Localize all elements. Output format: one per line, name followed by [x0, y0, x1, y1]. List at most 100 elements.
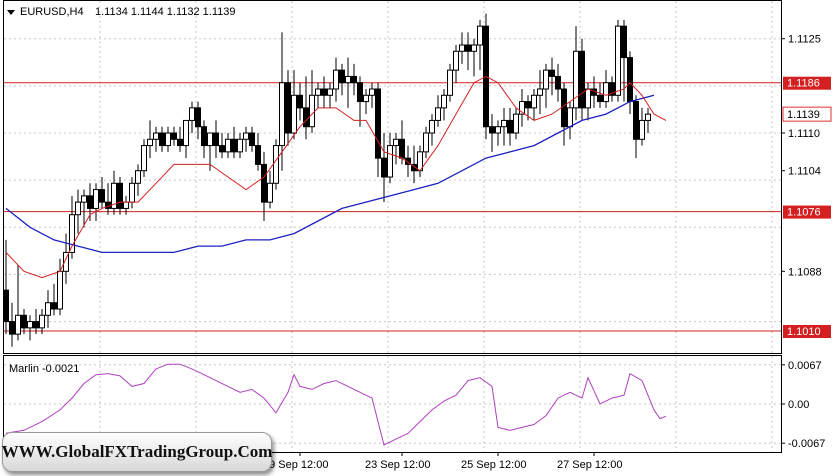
candle-body-up	[279, 82, 285, 147]
level-label: 1.1076	[787, 207, 821, 219]
candle-body-up	[327, 88, 333, 96]
candle-body-up	[345, 75, 351, 84]
candle-body-down	[525, 101, 531, 109]
candle-body-up	[519, 101, 525, 115]
candle-body-up	[309, 94, 315, 128]
candle-body-down	[627, 57, 633, 103]
candle-body-up	[639, 119, 645, 140]
candle-body-up	[315, 88, 321, 96]
time-tick-label: 19 Sep 12:00	[263, 459, 328, 471]
candle-body-up	[603, 82, 609, 103]
candle-body-down	[549, 69, 555, 77]
fast-ma-line	[5, 75, 667, 279]
candle-body-up	[441, 94, 447, 109]
candle-body-down	[507, 119, 513, 134]
candle-body-down	[411, 163, 417, 172]
candle-body-down	[579, 50, 585, 109]
candle-body-up	[183, 119, 189, 147]
indicator-tick-label: 0.0067	[788, 360, 822, 372]
candle-body-up	[63, 251, 69, 272]
candle-body-down	[375, 88, 381, 159]
candle-body-up	[429, 119, 435, 134]
candle-body-down	[117, 182, 123, 209]
candle-body-down	[21, 314, 27, 329]
horizontal-levels	[4, 82, 781, 332]
candle-body-up	[147, 138, 153, 147]
candle-body-down	[231, 138, 237, 153]
current-price-label: 1.1139	[787, 109, 820, 121]
candle-body-up	[291, 94, 297, 134]
current-price-tag	[782, 106, 832, 122]
candle-body-up	[435, 107, 441, 121]
candle-body-up	[495, 126, 501, 134]
oscillator-line	[5, 363, 667, 446]
candle-body-up	[471, 44, 477, 52]
candle-body-up	[501, 119, 507, 128]
candle-body-up	[129, 182, 135, 203]
candle-body-up	[585, 88, 591, 109]
candle-body-up	[531, 94, 537, 109]
candle-body-down	[339, 69, 345, 84]
ohlc-values: 1.1134 1.1144 1.1132 1.1139	[95, 6, 235, 18]
candle-body-up	[135, 170, 141, 184]
candle-body-down	[195, 107, 201, 128]
candle-body-down	[159, 132, 165, 147]
price-tick-label: 1.1110	[788, 128, 820, 140]
candle-body-up	[453, 50, 459, 71]
price-tick-label: 1.1125	[788, 34, 821, 46]
candle-body-down	[177, 138, 183, 147]
level-tag	[783, 325, 831, 338]
candle-body-up	[369, 88, 375, 96]
candle-body-up	[567, 107, 573, 128]
candle-body-down	[405, 157, 411, 165]
moving-averages	[5, 75, 667, 279]
candle-body-down	[399, 138, 405, 159]
candle-body-up	[57, 270, 63, 310]
candle-body-down	[303, 107, 309, 128]
price-tick-label: 1.1088	[788, 266, 822, 278]
candle-body-up	[237, 138, 243, 153]
candle-body-down	[285, 82, 291, 134]
candle-body-up	[75, 201, 81, 216]
candle-body-up	[615, 25, 621, 96]
candle-body-down	[33, 321, 39, 329]
candle-body-up	[15, 314, 21, 335]
candle-body-down	[87, 195, 93, 209]
oscillator-series	[5, 363, 667, 446]
candle-body-up	[111, 182, 117, 209]
candle-body-up	[363, 94, 369, 103]
candle-body-down	[465, 44, 471, 52]
candle-body-up	[447, 69, 453, 96]
price-axis: 1.1186 1.1076 1.1010 1.1125 1.1110 1.1104 1.10…	[781, 34, 832, 338]
candle-body-down	[261, 163, 267, 203]
candle-body-up	[573, 50, 579, 109]
candle-body-down	[171, 132, 177, 140]
candle-body-down	[633, 101, 639, 140]
candle-body-down	[321, 88, 327, 96]
candle-body-up	[387, 145, 393, 178]
candle-body-down	[561, 88, 567, 128]
candle-body-up	[165, 132, 171, 147]
time-tick-label: 25 Sep 12:00	[461, 459, 526, 471]
candle-body-up	[273, 145, 279, 184]
candle-body-down	[255, 145, 261, 165]
time-tick-label: 23 Sep 12:00	[365, 459, 430, 471]
collapse-triangle-icon[interactable]	[7, 10, 15, 15]
candle-body-up	[423, 132, 429, 153]
candle-body-down	[51, 302, 57, 310]
candle-body-down	[357, 82, 363, 103]
candle-body-down	[201, 126, 207, 147]
candle-body-up	[243, 132, 249, 140]
candle-body-up	[393, 138, 399, 147]
candle-body-down	[621, 25, 627, 59]
time-axis: 19 Sep 12:00 23 Sep 12:00 25 Sep 12:00 27 S…	[263, 452, 622, 471]
indicator-tick-label: 0.00	[788, 399, 809, 411]
candle-body-up	[123, 201, 129, 209]
candle-body-down	[597, 94, 603, 103]
candle-body-up	[27, 321, 33, 329]
candle-body-down	[381, 157, 387, 178]
candle-body-down	[297, 94, 303, 109]
candle-body-up	[189, 107, 195, 121]
candle-body-down	[555, 75, 561, 90]
